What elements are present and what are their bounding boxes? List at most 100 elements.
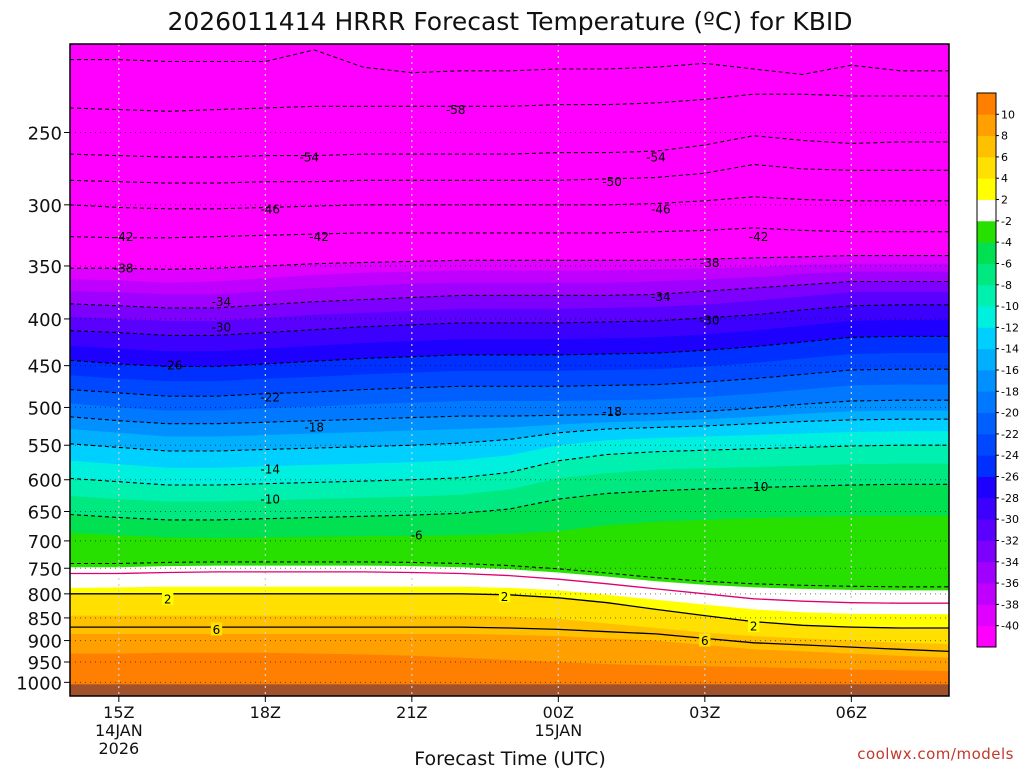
x-date-label: 15JAN	[534, 721, 582, 740]
contour-label: -26	[163, 358, 183, 372]
y-tick-label: 550	[28, 436, 62, 457]
contour-label: -42	[309, 230, 329, 244]
colorbar-swatch	[977, 476, 996, 499]
contour-label: 6	[213, 623, 221, 637]
contour-label: 2	[501, 590, 509, 604]
colorbar-label: -26	[1001, 471, 1019, 484]
y-tick-label: 600	[28, 471, 62, 492]
contour-label-bg	[210, 622, 223, 636]
colorbar-swatch	[977, 263, 996, 286]
credit-label: coolwx.com/models	[857, 745, 1014, 763]
x-tick-label: 15Z	[103, 703, 134, 722]
contour-label: -18	[304, 420, 324, 434]
pressure-axis: 2503003504004505005506006507007508008509…	[16, 124, 70, 694]
contour-label: -54	[646, 151, 666, 165]
x-tick-label: 03Z	[689, 703, 720, 722]
colorbar-label: 10	[1001, 108, 1015, 121]
colorbar-swatch	[977, 135, 996, 158]
temperature-fill-bands	[70, 44, 949, 696]
contour-label: -14	[260, 463, 280, 477]
colorbar-label: -18	[1001, 385, 1019, 398]
vertical-gridlines	[118, 44, 852, 696]
contour-label: -10	[260, 493, 280, 507]
colorbar-label: -28	[1001, 492, 1019, 505]
plot-frame	[69, 43, 950, 697]
colorbar-swatch	[977, 433, 996, 456]
isotherm-zero	[70, 571, 949, 604]
isotherm-dashed	[70, 444, 949, 486]
colorbar-swatch	[977, 455, 996, 477]
colorbar-swatch	[977, 370, 996, 392]
colorbar-label: -6	[1001, 257, 1012, 270]
colorbar-swatch	[977, 327, 996, 350]
colorbar-legend: -40-38-36-34-32-30-28-26-24-22-20-18-16-…	[976, 92, 1019, 648]
colorbar-swatch	[977, 497, 996, 520]
colorbar-label: 2	[1001, 194, 1008, 207]
colorbar-swatch	[977, 93, 996, 115]
contour-label: -46	[651, 202, 671, 216]
colorbar-label: -40	[1001, 620, 1019, 633]
plot-area: -58 -54 -54 -50 -46 -46 -42 -42 -42 -38 -38 -34 -34 -…	[70, 44, 949, 696]
colorbar-label: -36	[1001, 577, 1019, 590]
y-tick-label: 700	[28, 532, 62, 553]
contour-label: -58	[446, 103, 466, 117]
contour-label: -30	[212, 320, 232, 334]
contour-label: 2	[164, 592, 172, 606]
x-tick-label: 00Z	[543, 703, 574, 722]
colorbar-swatch	[977, 114, 996, 137]
contour-label: -42	[749, 230, 769, 244]
contour-label-bg	[498, 589, 511, 603]
contour-label: -38	[700, 256, 720, 270]
y-tick-label: 800	[28, 585, 62, 606]
colorbar-swatch	[977, 391, 996, 414]
colorbar-swatch	[977, 348, 996, 371]
x-tick-label: 21Z	[396, 703, 427, 722]
contour-label-bg	[747, 619, 760, 633]
contour-label: 2	[750, 620, 758, 634]
isotherm-dashed	[70, 49, 949, 76]
y-tick-label: 850	[28, 609, 62, 630]
x-date-label: 14JAN	[95, 721, 143, 740]
contour-label: -42	[114, 230, 134, 244]
x-axis-label: Forecast Time (UTC)	[414, 748, 605, 768]
colorbar-label: -38	[1001, 598, 1019, 611]
contour-label: -34	[651, 290, 671, 304]
y-tick-label: 950	[28, 653, 62, 674]
x-tick-label: 06Z	[836, 703, 867, 722]
contour-label: -50	[602, 175, 622, 189]
colorbar-swatch	[977, 625, 996, 648]
y-tick-label: 1000	[16, 673, 62, 694]
band-minus-40	[70, 44, 949, 270]
contour-label: -34	[212, 295, 232, 309]
y-tick-label: 400	[28, 310, 62, 331]
y-tick-label: 500	[28, 398, 62, 419]
colorbar-swatch	[977, 178, 996, 200]
y-tick-label: 350	[28, 257, 62, 278]
colorbar-swatch	[977, 604, 996, 627]
y-tick-label: 900	[28, 632, 62, 653]
contour-label: -38	[114, 262, 134, 276]
y-tick-label: 450	[28, 357, 62, 378]
ground-surface	[70, 684, 949, 696]
contour-label: -54	[299, 151, 319, 165]
colorbar-swatch	[977, 561, 996, 584]
contour-label: -22	[260, 390, 280, 404]
colorbar-swatch	[977, 199, 996, 222]
colorbar-label: 4	[1001, 172, 1008, 185]
y-tick-label: 250	[28, 124, 62, 145]
contour-labels: -58 -54 -54 -50 -46 -46 -42 -42 -42 -38 -38 -34 -34 -…	[114, 103, 768, 648]
contour-label: -46	[260, 202, 280, 216]
colorbar-swatch	[977, 242, 996, 264]
colorbar-swatch	[977, 220, 996, 243]
chart-title: 2026011414 HRRR Forecast Temperature (ºC…	[167, 7, 852, 36]
x-tick-label: 18Z	[250, 703, 281, 722]
contour-label: -6	[411, 529, 423, 543]
colorbar-label: -2	[1001, 215, 1012, 228]
colorbar-label: -16	[1001, 364, 1019, 377]
colorbar-swatch	[977, 284, 996, 307]
colorbar-swatch	[977, 156, 996, 179]
colorbar-label: -20	[1001, 407, 1019, 420]
colorbar-swatch	[977, 306, 996, 328]
